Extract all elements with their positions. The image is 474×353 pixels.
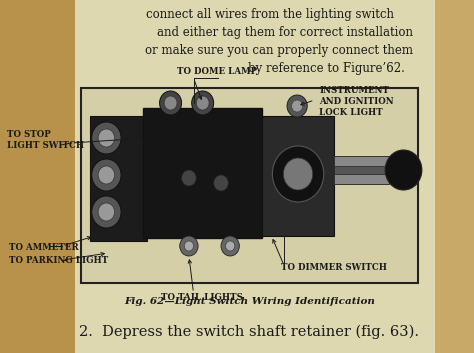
Bar [262,116,334,236]
Bar [75,0,435,353]
Bar [143,108,262,238]
Text: TO DIMMER SWITCH: TO DIMMER SWITCH [281,263,387,272]
Circle shape [98,203,115,221]
Bar [90,116,147,241]
Text: TO TAIL LIGHTS: TO TAIL LIGHTS [162,293,243,302]
Text: TO AMMETER: TO AMMETER [9,243,79,252]
Bar [334,156,389,184]
Circle shape [273,146,324,202]
Circle shape [98,166,115,184]
Circle shape [91,196,121,228]
Text: INSTRUMENT: INSTRUMENT [319,86,389,95]
Circle shape [196,96,209,110]
Text: 2.  Depress the switch shaft retainer (fig. 63).: 2. Depress the switch shaft retainer (fi… [79,325,419,339]
Text: LIGHT SWITCH: LIGHT SWITCH [7,141,84,150]
Circle shape [221,236,239,256]
Text: connect all wires from the lighting switch: connect all wires from the lighting swit… [146,8,394,21]
Text: TO PARKING LIGHT: TO PARKING LIGHT [9,256,109,265]
Circle shape [184,241,193,251]
Circle shape [98,129,115,147]
Circle shape [226,241,235,251]
Text: and either tag them for correct installation: and either tag them for correct installa… [157,26,413,39]
Circle shape [292,100,302,112]
Text: Fig. 62—Light Switch Wiring Identification: Fig. 62—Light Switch Wiring Identificati… [124,297,375,306]
Circle shape [283,158,313,190]
Circle shape [385,150,422,190]
Text: or make sure you can properly connect them: or make sure you can properly connect th… [145,44,413,57]
Circle shape [214,175,228,191]
Bar [0,0,75,353]
Text: TO STOP: TO STOP [7,130,51,139]
Circle shape [287,95,307,117]
Text: LOCK LIGHT: LOCK LIGHT [319,108,383,117]
Circle shape [180,236,198,256]
Circle shape [91,122,121,154]
Circle shape [191,91,214,115]
Text: AND IGNITION: AND IGNITION [319,97,394,106]
Circle shape [160,91,182,115]
Circle shape [164,96,177,110]
Circle shape [182,170,196,186]
Bar [334,166,396,174]
Bar [81,88,418,283]
Text: TO DOME LAMP: TO DOME LAMP [177,67,257,76]
Circle shape [91,159,121,191]
Text: by reference to Figure’62.: by reference to Figure’62. [247,62,404,75]
